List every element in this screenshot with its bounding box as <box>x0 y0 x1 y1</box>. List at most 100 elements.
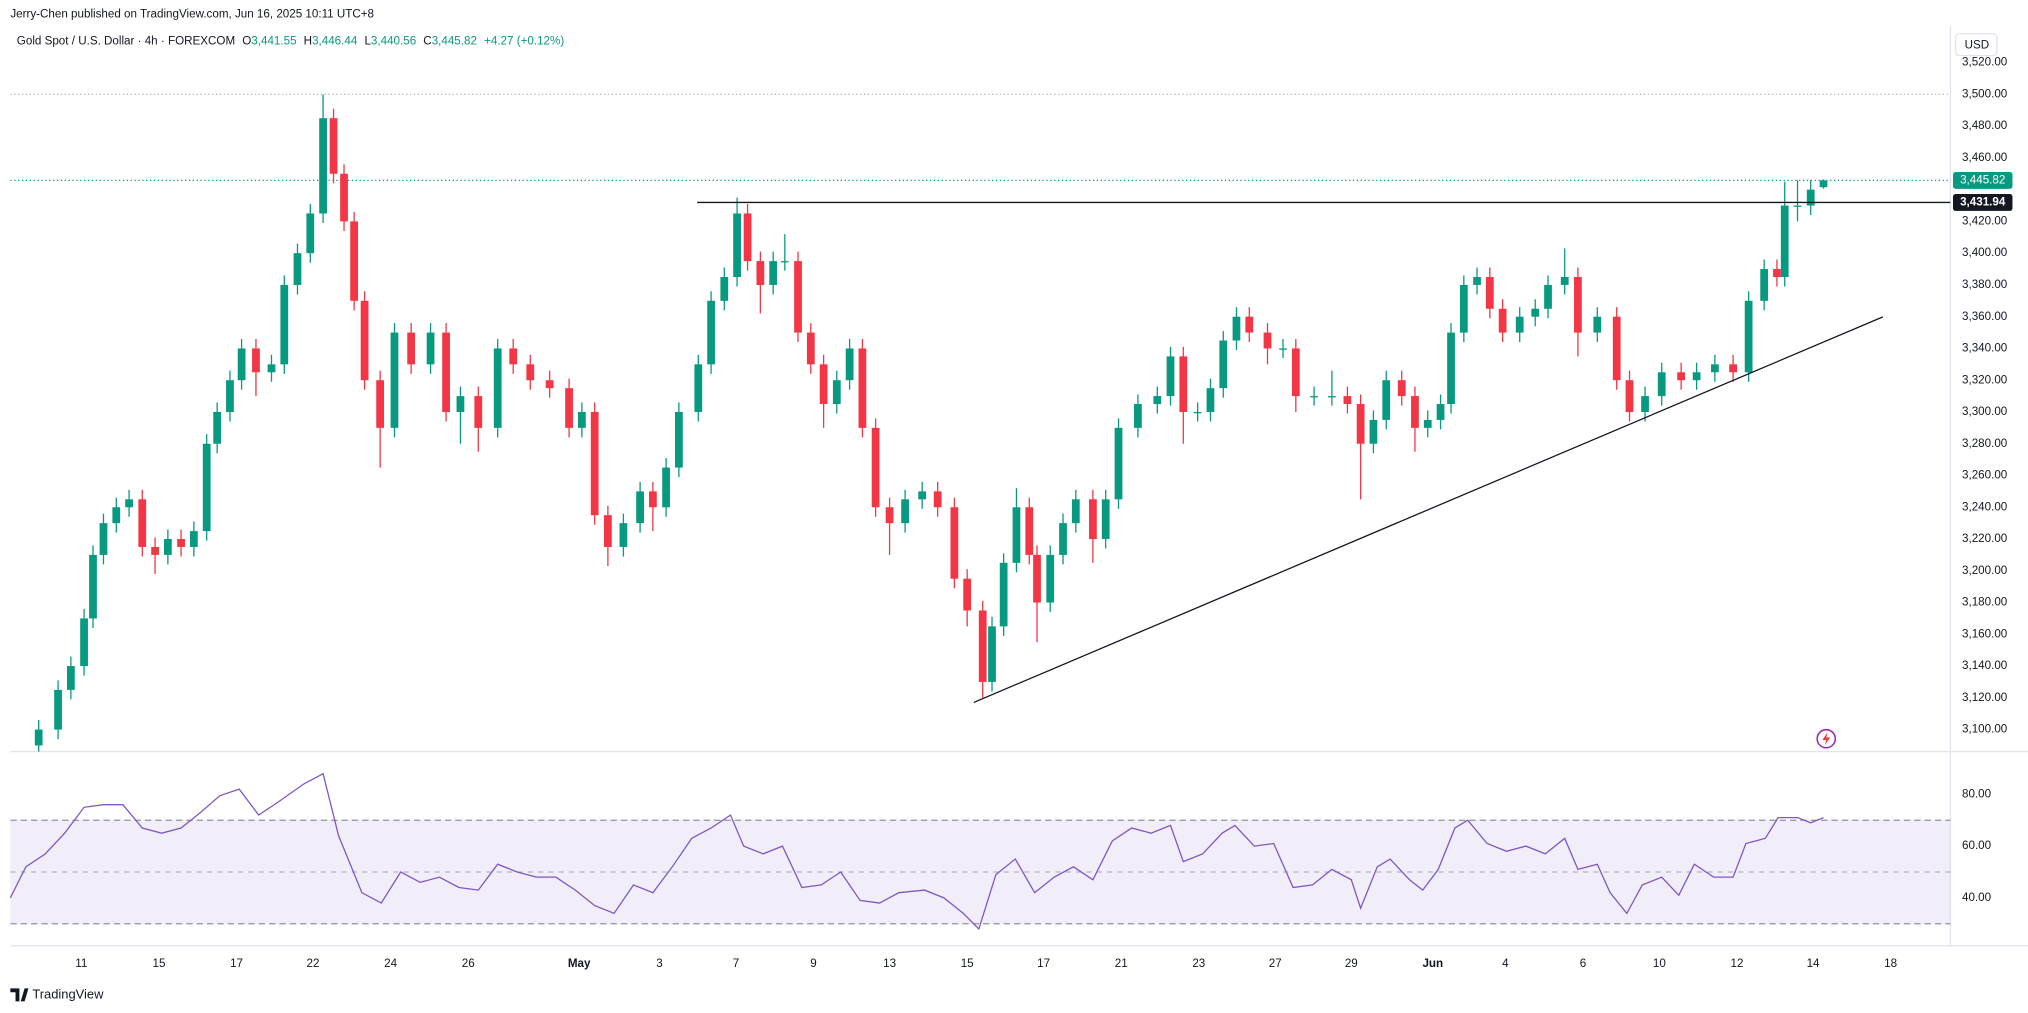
ohlc-key: L <box>364 34 371 47</box>
candle-body <box>871 427 880 508</box>
candle-body <box>1485 276 1494 309</box>
candle-body <box>1101 499 1110 540</box>
candle-body <box>1692 372 1701 381</box>
candle-body <box>1612 316 1621 381</box>
candle-body <box>1206 388 1215 412</box>
candle-body <box>590 411 599 516</box>
candle-body <box>390 332 399 428</box>
candle-body <box>1114 427 1123 500</box>
candle-body <box>1423 419 1432 428</box>
alert-ring <box>1816 728 1837 749</box>
x-tick-label: 9 <box>810 957 816 970</box>
candle-body <box>163 539 172 555</box>
candle-body <box>806 332 815 365</box>
candle-body <box>832 380 841 405</box>
publisher-note: Jerry-Chen published on TradingView.com,… <box>10 7 374 20</box>
candle-body <box>1232 316 1241 341</box>
candle-body <box>1328 396 1336 398</box>
x-tick-label: 3 <box>656 957 662 970</box>
y-tick-label: 3,280.00 <box>1962 437 2008 450</box>
x-tick-label: 6 <box>1580 957 1586 970</box>
symbol-legend: Gold Spot / U.S. Dollar · 4h · FOREXCOM … <box>17 34 565 47</box>
candle-body <box>1219 340 1228 389</box>
candle-body <box>213 411 222 444</box>
candle-body <box>636 491 644 524</box>
candle-body <box>493 348 502 428</box>
candle-body <box>649 491 657 508</box>
candle-body <box>360 300 369 381</box>
candle-body <box>1343 396 1352 405</box>
x-tick-label: 15 <box>961 957 974 970</box>
x-tick-label: 22 <box>307 957 320 970</box>
ohlc-value: 3,441.55 <box>251 34 296 47</box>
y-tick-label: 3,500.00 <box>1962 87 2008 100</box>
candle-body <box>1411 396 1419 428</box>
change: +4.27 (+0.12%) <box>484 34 564 47</box>
currency: USD <box>1965 38 1990 51</box>
candle-body <box>1436 404 1445 420</box>
x-tick-label: 23 <box>1192 957 1205 970</box>
symbol: Gold Spot / U.S. Dollar · 4h · FOREXCOM <box>17 34 235 47</box>
candle-body <box>407 332 416 365</box>
y-tick-label: 3,420.00 <box>1962 214 2008 227</box>
candle-body <box>80 618 88 667</box>
candle-body <box>202 443 211 532</box>
candle-body <box>99 523 108 555</box>
candle-body <box>350 221 359 301</box>
candle-body <box>1531 308 1540 317</box>
candle-body <box>237 348 246 381</box>
ohlc-key: C <box>423 34 431 47</box>
x-tick-label: 24 <box>384 957 397 970</box>
currency-box[interactable] <box>1954 32 1998 57</box>
x-tick-label: 26 <box>462 957 475 970</box>
candle-body <box>1166 356 1175 397</box>
candle-body <box>1641 396 1649 412</box>
candle-body <box>280 284 289 365</box>
candle-body <box>1744 300 1753 373</box>
y-tick-label: 3,340.00 <box>1962 342 2008 355</box>
candle-body <box>1310 396 1318 398</box>
candle-body <box>1059 523 1067 555</box>
candle-body <box>845 348 854 381</box>
candle-body <box>34 729 43 746</box>
x-tick-label: 29 <box>1345 957 1358 970</box>
y-tick-label: 3,120.00 <box>1962 691 2008 704</box>
candle-body <box>1593 316 1602 333</box>
candle-body <box>1134 404 1142 428</box>
x-tick-label: 18 <box>1884 957 1897 970</box>
candle-body <box>1179 356 1188 412</box>
y-tick-label: 3,140.00 <box>1962 659 2008 672</box>
alert-icon[interactable] <box>1816 728 1837 749</box>
candle-body <box>720 276 729 301</box>
candle-body <box>54 689 62 730</box>
y-tick-label: 3,220.00 <box>1962 532 2008 545</box>
ohlc-value: 3,440.56 <box>371 34 416 47</box>
candle-body <box>918 491 927 500</box>
candle-body <box>1515 316 1524 333</box>
candle-body <box>456 396 465 412</box>
candle-body <box>1625 380 1634 412</box>
y-tick-label: 3,260.00 <box>1962 469 2008 482</box>
last-price-label: 3,445.82 <box>1960 173 2005 186</box>
candle-body <box>1773 269 1781 277</box>
candle-body <box>293 253 302 285</box>
x-tick-label: 21 <box>1115 957 1128 970</box>
ohlc-key: O <box>242 34 251 47</box>
candle-body <box>125 499 133 508</box>
x-tick-label: 10 <box>1653 957 1666 970</box>
candle-body <box>1245 316 1254 333</box>
candle-body <box>1089 499 1097 540</box>
candle-body <box>780 261 789 263</box>
candle-body <box>1369 419 1378 444</box>
y-tick-label: 3,520.00 <box>1962 56 2008 69</box>
y-tick-label: 60.00 <box>1962 839 1992 852</box>
y-tick-label: 3,360.00 <box>1962 310 2008 323</box>
candle-body <box>509 348 518 365</box>
candle-body <box>545 380 554 389</box>
ohlc-value: 3,446.44 <box>312 34 358 47</box>
x-tick-label: 14 <box>1807 957 1820 970</box>
candle-body <box>226 380 234 412</box>
